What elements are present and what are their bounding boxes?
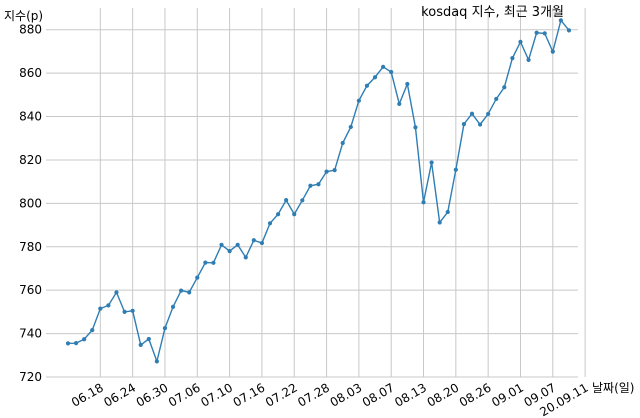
data-point <box>284 197 289 203</box>
data-point <box>324 169 329 174</box>
data-point <box>566 28 572 33</box>
x-tick-label: 08.13 <box>392 380 429 409</box>
data-point <box>300 198 305 203</box>
x-tick-label: 08.20 <box>425 380 462 409</box>
data-point <box>122 309 127 314</box>
data-point <box>526 57 531 62</box>
data-point <box>308 183 313 188</box>
data-point <box>437 220 442 225</box>
data-point <box>413 125 418 130</box>
data-point <box>195 275 200 280</box>
data-point <box>259 240 265 246</box>
data-point <box>477 122 483 127</box>
data-point <box>381 64 386 69</box>
x-tick-label: 06.24 <box>101 380 138 409</box>
data-point <box>558 18 563 23</box>
data-point <box>389 69 394 75</box>
x-tick-label: 08.07 <box>360 380 397 409</box>
data-point <box>243 255 248 260</box>
data-point <box>146 336 151 342</box>
data-point <box>332 168 337 173</box>
data-series <box>65 18 572 364</box>
data-point <box>235 242 240 247</box>
data-point <box>227 249 232 254</box>
grid-lines <box>46 8 586 378</box>
data-point <box>251 238 256 243</box>
data-point <box>170 304 176 309</box>
data-point <box>340 140 345 146</box>
data-point <box>65 341 71 346</box>
data-point <box>98 306 103 311</box>
data-point <box>138 342 143 347</box>
data-point <box>203 260 208 265</box>
data-point <box>356 98 361 103</box>
data-point <box>461 122 467 127</box>
data-point <box>364 83 370 88</box>
y-tick-label: 860 <box>19 66 42 80</box>
data-point <box>453 167 458 172</box>
data-point <box>518 39 523 44</box>
x-tick-label: 09.01 <box>489 380 526 409</box>
data-point <box>219 242 224 247</box>
data-point <box>534 30 539 35</box>
x-tick-label: 07.16 <box>231 380 268 409</box>
x-tick-label: 08.03 <box>328 380 365 409</box>
y-tick-label: 720 <box>19 370 42 384</box>
y-axis-label: 지수(p) <box>4 9 43 23</box>
data-point <box>292 212 297 217</box>
y-tick-label: 840 <box>19 110 42 124</box>
data-point <box>162 326 168 331</box>
data-point <box>494 96 499 102</box>
x-tick-label: 07.06 <box>166 380 203 409</box>
data-point <box>348 124 353 130</box>
x-tick-label: 07.22 <box>263 380 300 409</box>
data-point <box>469 111 475 116</box>
y-tick-label: 740 <box>19 327 42 341</box>
x-tick-label: 08.26 <box>457 380 494 409</box>
data-point <box>130 308 135 313</box>
data-point <box>211 260 216 265</box>
x-axis-label: 날짜(일) <box>592 381 634 395</box>
data-point <box>82 337 87 342</box>
x-tick-label: 06.18 <box>69 380 106 409</box>
axes: 720 740 760 780 800 820 840 860 880 06.1806.2406.… <box>19 23 591 418</box>
data-point <box>154 359 159 364</box>
series-line <box>67 18 570 364</box>
data-point <box>275 212 281 217</box>
x-tick-label: 07.28 <box>295 380 332 409</box>
data-point <box>486 111 491 117</box>
y-tick-label: 760 <box>19 283 42 297</box>
data-point <box>372 75 378 80</box>
y-tick-label: 780 <box>19 240 42 254</box>
y-tick-label: 880 <box>19 23 42 37</box>
data-point <box>397 101 402 107</box>
data-point <box>421 200 426 205</box>
data-point <box>106 303 111 308</box>
y-tick-label: 800 <box>19 196 42 210</box>
data-point <box>445 209 450 215</box>
data-point <box>73 341 79 346</box>
y-tick-label: 820 <box>19 153 42 167</box>
chart-title: kosdaq 지수, 최근 3개월 <box>421 5 564 20</box>
data-point <box>179 288 184 293</box>
data-point <box>429 160 434 165</box>
data-point <box>502 85 507 90</box>
data-point <box>405 81 410 87</box>
data-point <box>187 290 192 295</box>
data-point <box>510 56 515 61</box>
data-point <box>267 221 273 226</box>
data-point <box>550 49 555 54</box>
x-tick-label: 07.10 <box>198 380 235 409</box>
data-point <box>114 290 119 295</box>
data-point <box>316 182 321 187</box>
data-point <box>542 31 547 36</box>
x-tick-label: 06.30 <box>134 380 171 409</box>
data-point <box>90 328 95 333</box>
